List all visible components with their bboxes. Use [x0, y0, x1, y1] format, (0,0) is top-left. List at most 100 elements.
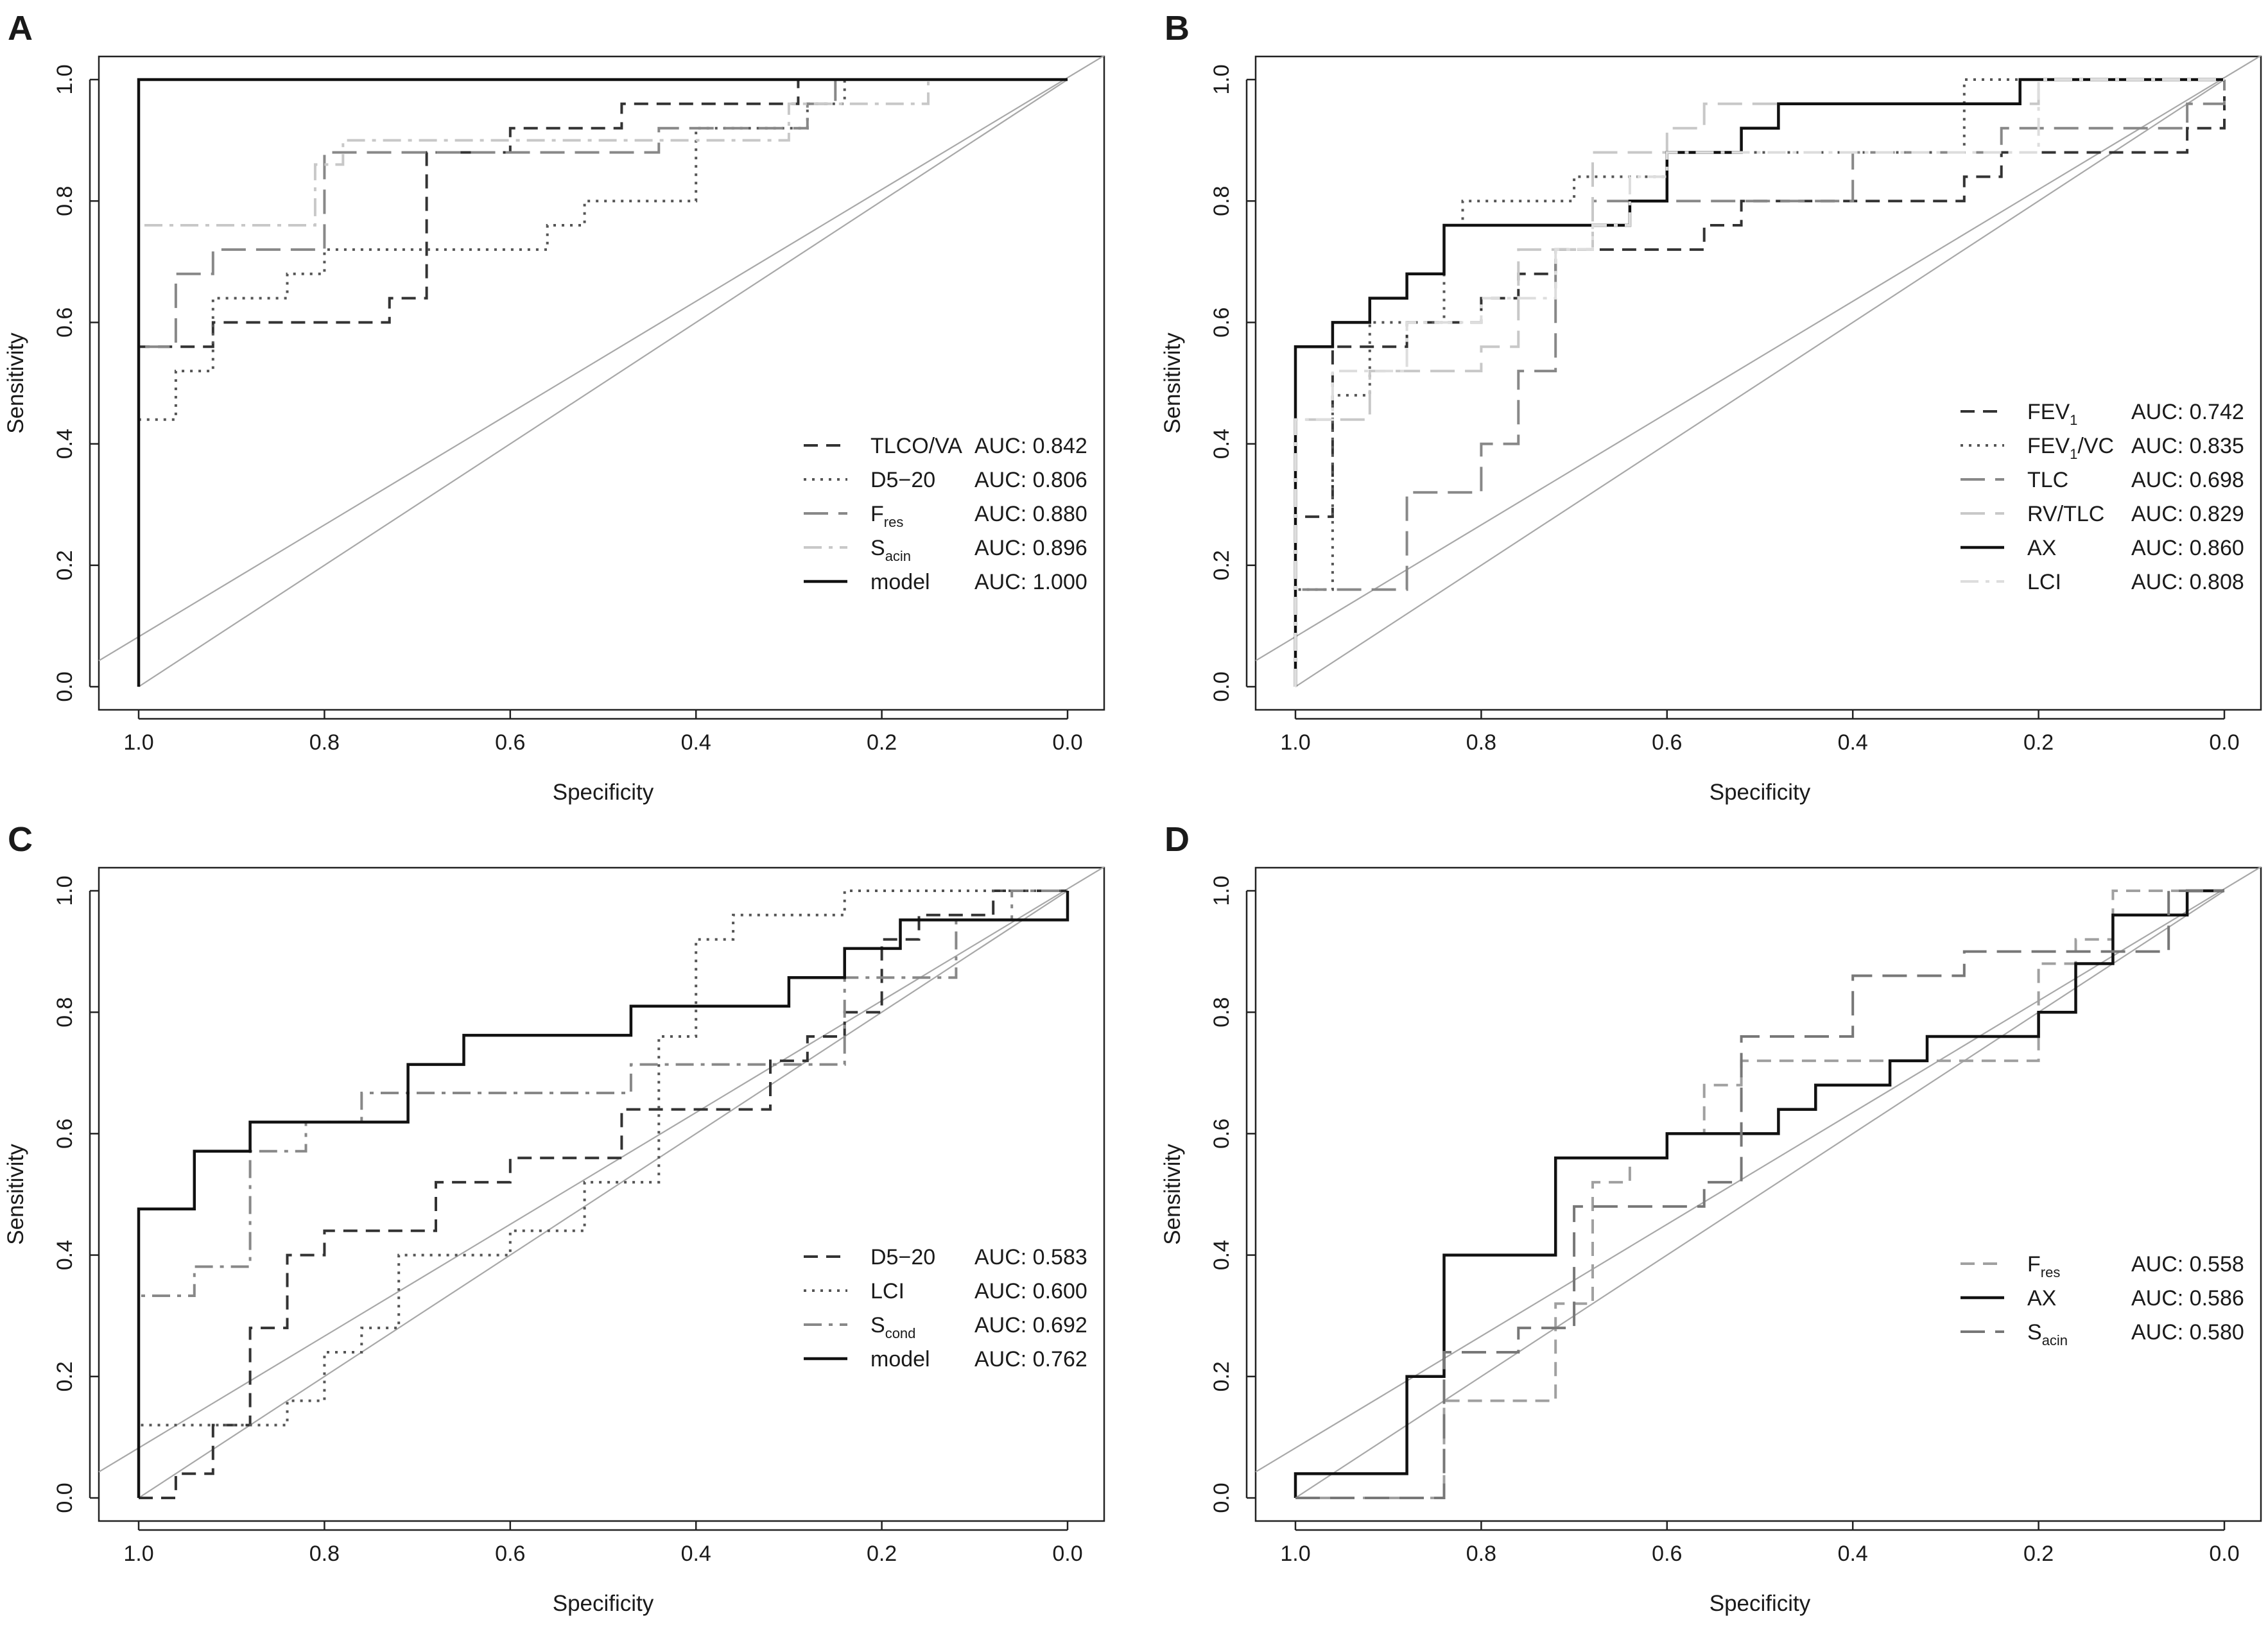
plot-frame: [98, 866, 1105, 1522]
reference-diagonal: [1295, 79, 2225, 687]
x-tick-label: 0.0: [1052, 730, 1082, 755]
reference-diagonal-extended: [98, 866, 1105, 1473]
y-tick-label: 0.6: [53, 307, 77, 338]
legend-label: model: [870, 1347, 930, 1371]
legend-auc: AUC: 0.580: [2131, 1320, 2244, 1345]
panel-letter: A: [8, 9, 33, 47]
legend-auc: AUC: 0.835: [2131, 434, 2244, 458]
y-tick-label: 1.0: [1209, 64, 1234, 94]
y-tick-label: 0.8: [53, 186, 77, 216]
legend-label: LCI: [870, 1279, 905, 1303]
x-tick-label: 0.4: [681, 1542, 711, 1566]
legend-label: Sacin: [870, 536, 911, 564]
legend-auc: AUC: 0.583: [974, 1245, 1087, 1269]
roc-curve-2: [137, 78, 1068, 687]
y-axis-title: Sensitivity: [3, 1144, 28, 1245]
y-tick-label: 0.8: [1209, 186, 1234, 216]
y-tick-label: 0.2: [1209, 550, 1234, 580]
y-axis-title: Sensitivity: [1160, 332, 1185, 434]
y-tick-label: 0.2: [53, 550, 77, 580]
legend-auc: AUC: 0.762: [974, 1347, 1087, 1371]
roc-curve-5: [137, 78, 1068, 687]
y-tick-label: 0.8: [53, 997, 77, 1027]
y-tick-label: 0.0: [1209, 671, 1234, 701]
legend-label: Fres: [870, 502, 903, 530]
legend-label: AX: [2027, 536, 2056, 560]
x-tick-label: 0.2: [867, 730, 897, 755]
x-tick-label: 0.0: [1052, 1542, 1082, 1566]
x-tick-label: 0.2: [867, 1542, 897, 1566]
legend-label: FEV1/VC: [2027, 434, 2114, 462]
legend-auc: AUC: 0.600: [974, 1279, 1087, 1303]
legend-auc: AUC: 0.880: [974, 502, 1087, 526]
legend-label: AX: [2027, 1286, 2056, 1311]
y-axis-title: Sensitivity: [1160, 1144, 1185, 1245]
legend-label: Sacin: [2027, 1320, 2068, 1348]
legend-auc: AUC: 0.829: [2131, 502, 2244, 526]
y-tick-label: 0.6: [1209, 1119, 1234, 1149]
legend-label: Scond: [870, 1313, 915, 1341]
x-tick-label: 0.6: [495, 730, 525, 755]
reference-diagonal-extended: [1255, 55, 2262, 662]
panel-b: B 1.0 0.8 0.6 0.4 0.2 0.0 0.0 0.2 0.4 0.6 0.8 1.0 Spe…: [1160, 9, 2262, 805]
plot-frame: [98, 55, 1105, 711]
legend: Fres AUC: 0.558 AX AUC: 0.586 Sacin AUC: 0.58…: [1961, 1252, 2244, 1348]
roc-curve-2: [1294, 889, 2224, 1498]
panel-c: C 1.0 0.8 0.6 0.4 0.2 0.0 0.0 0.2 0.4 0.6 0.8 1.0 Spe…: [3, 820, 1105, 1616]
legend-auc: AUC: 0.896: [974, 536, 1087, 560]
reference-diagonal: [138, 890, 1068, 1499]
legend-label: RV/TLC: [2027, 502, 2104, 526]
legend-label: D5−20: [870, 468, 935, 492]
reference-diagonal-extended: [1255, 866, 2262, 1473]
x-axis-title: Specificity: [1710, 780, 1811, 805]
y-tick-label: 0.4: [53, 1240, 77, 1270]
y-tick-label: 0.6: [53, 1119, 77, 1149]
x-tick-label: 0.6: [1652, 1542, 1682, 1566]
x-axis-title: Specificity: [553, 1591, 654, 1616]
y-tick-label: 1.0: [53, 875, 77, 906]
y-tick-label: 1.0: [53, 64, 77, 94]
legend: D5−20 AUC: 0.583 LCI AUC: 0.600 Scond AUC: 0.…: [804, 1245, 1087, 1371]
y-tick-label: 1.0: [1209, 875, 1234, 906]
roc-curve-4: [137, 78, 1068, 687]
reference-diagonal-extended: [98, 55, 1105, 662]
x-tick-label: 1.0: [123, 730, 153, 755]
legend-auc: AUC: 0.806: [974, 468, 1087, 492]
y-tick-label: 0.4: [1209, 429, 1234, 459]
x-tick-label: 0.6: [1652, 730, 1682, 755]
y-tick-label: 0.0: [53, 671, 77, 701]
y-tick-label: 0.6: [1209, 307, 1234, 338]
y-tick-label: 0.2: [1209, 1361, 1234, 1391]
y-tick-label: 0.4: [1209, 1240, 1234, 1270]
legend-auc: AUC: 0.742: [2131, 400, 2244, 424]
legend-auc: AUC: 1.000: [974, 570, 1087, 594]
y-tick-label: 0.0: [1209, 1483, 1234, 1513]
roc-curve-4: [137, 891, 1069, 1498]
x-tick-label: 0.8: [309, 1542, 340, 1566]
roc-curve-6: [1294, 78, 2224, 687]
legend-label: FEV1: [2027, 400, 2077, 428]
x-tick-label: 0.4: [1838, 730, 1868, 755]
x-tick-label: 1.0: [1280, 1542, 1310, 1566]
roc-curve-1: [137, 78, 1068, 687]
legend-auc: AUC: 0.808: [2131, 570, 2244, 594]
legend-auc: AUC: 0.558: [2131, 1252, 2244, 1277]
plot-frame: [1254, 55, 2262, 711]
roc-curve-1: [139, 890, 1068, 1499]
x-tick-label: 0.2: [2023, 1542, 2054, 1566]
x-tick-label: 0.0: [2209, 730, 2239, 755]
panel-letter: C: [8, 820, 33, 859]
x-tick-label: 0.6: [495, 1542, 525, 1566]
legend-label: TLCO/VA: [870, 434, 962, 458]
x-tick-label: 0.4: [681, 730, 711, 755]
legend-auc: AUC: 0.860: [2131, 536, 2244, 560]
legend-auc: AUC: 0.842: [974, 434, 1087, 458]
legend-label: Fres: [2027, 1252, 2060, 1280]
legend: TLCO/VA AUC: 0.842 D5−20 AUC: 0.806 Fres AUC:…: [804, 434, 1087, 594]
legend-label: model: [870, 570, 930, 594]
plot-frame: [1254, 866, 2262, 1522]
x-tick-label: 0.4: [1838, 1542, 1868, 1566]
legend: FEV1 AUC: 0.742 FEV1/VC AUC: 0.835 TLC AUC: 0…: [1961, 400, 2244, 594]
roc-curve-3: [137, 890, 1068, 1498]
